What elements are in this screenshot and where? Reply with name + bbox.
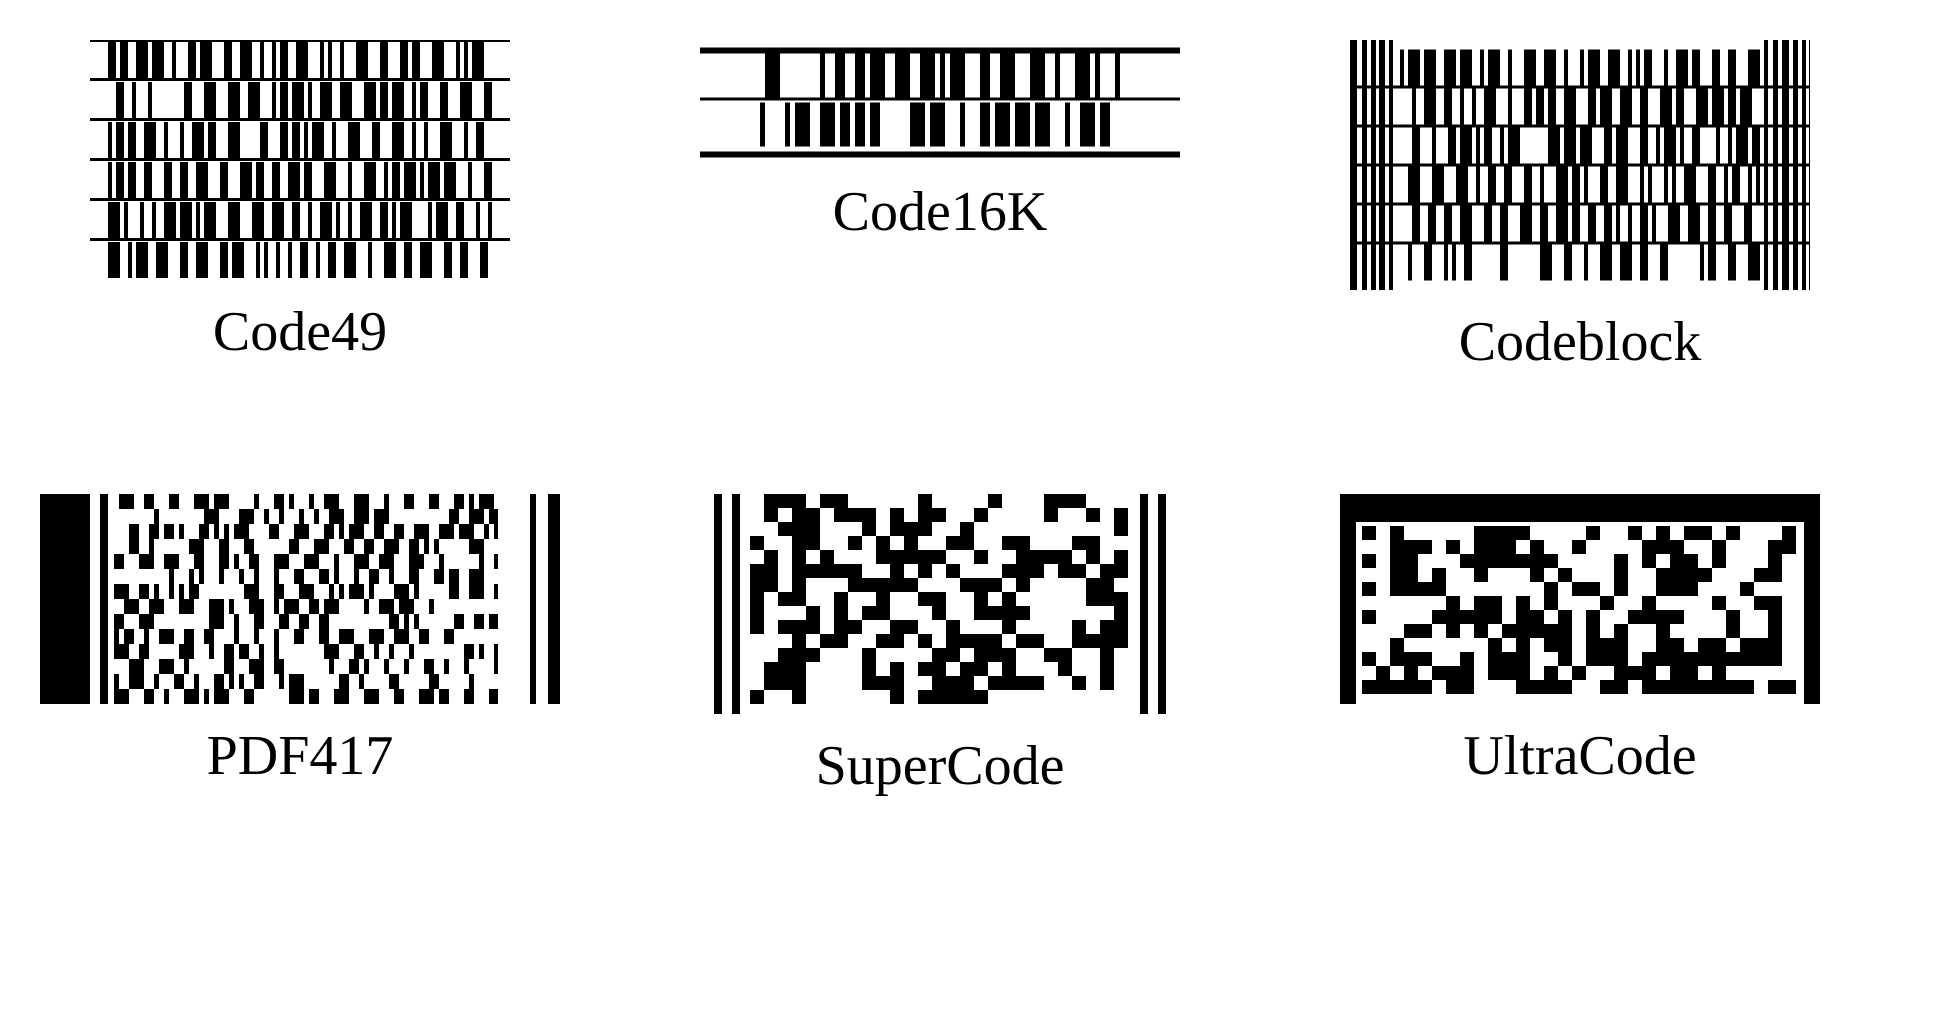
codeblock-barcode [1350,40,1810,290]
barcode-cell-supercode: SuperCode [680,494,1200,798]
code16k-barcode [700,40,1180,160]
barcode-cell-code49: Code49 [40,40,560,374]
barcode-cell-ultracode: UltraCode [1320,494,1840,798]
supercode-label: SuperCode [816,734,1065,798]
code49-barcode [90,40,510,280]
pdf417-label: PDF417 [207,724,394,788]
code16k-label: Code16K [833,180,1048,244]
supercode-barcode [710,494,1170,714]
codeblock-label: Codeblock [1459,310,1702,374]
pdf417-barcode [40,494,560,704]
barcode-cell-pdf417: PDF417 [40,494,560,798]
code49-label: Code49 [213,300,387,364]
ultracode-barcode [1340,494,1820,704]
barcode-cell-code16k: Code16K [680,40,1200,374]
barcode-cell-codeblock: Codeblock [1320,40,1840,374]
ultracode-label: UltraCode [1463,724,1696,788]
